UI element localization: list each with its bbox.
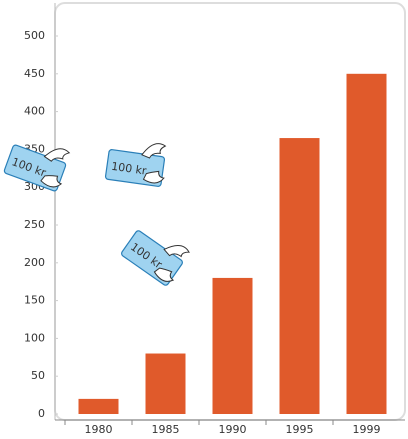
x-tick-label: 1990 [219, 423, 247, 435]
x-tick-label: 1995 [286, 423, 314, 435]
bar [145, 353, 186, 414]
banknote: 100 kr [104, 143, 167, 187]
wing [43, 148, 71, 162]
bar [212, 277, 253, 414]
bar [279, 138, 320, 414]
wing [153, 267, 175, 282]
bar [78, 398, 119, 414]
y-tick-label: 0 [38, 407, 45, 420]
x-tick-label: 1985 [152, 423, 180, 435]
x-tick-label: 1980 [85, 423, 113, 435]
y-tick-label: 50 [31, 369, 45, 382]
wing [163, 245, 190, 258]
note-label: 100 kr [110, 160, 147, 178]
wing [142, 170, 165, 184]
wing [141, 143, 167, 159]
wing [40, 175, 63, 188]
x-tick-label: 1999 [353, 423, 381, 435]
banknote: 100 kr [121, 230, 190, 286]
y-tick-label: 100 [24, 331, 45, 344]
banknote: 100 kr [3, 144, 71, 192]
y-tick-label: 200 [24, 256, 45, 269]
y-tick-label: 400 [24, 105, 45, 118]
y-tick-label: 250 [24, 218, 45, 231]
y-tick-label: 450 [24, 67, 45, 80]
y-tick-label: 500 [24, 29, 45, 42]
y-tick-label: 150 [24, 294, 45, 307]
bar [346, 73, 387, 415]
